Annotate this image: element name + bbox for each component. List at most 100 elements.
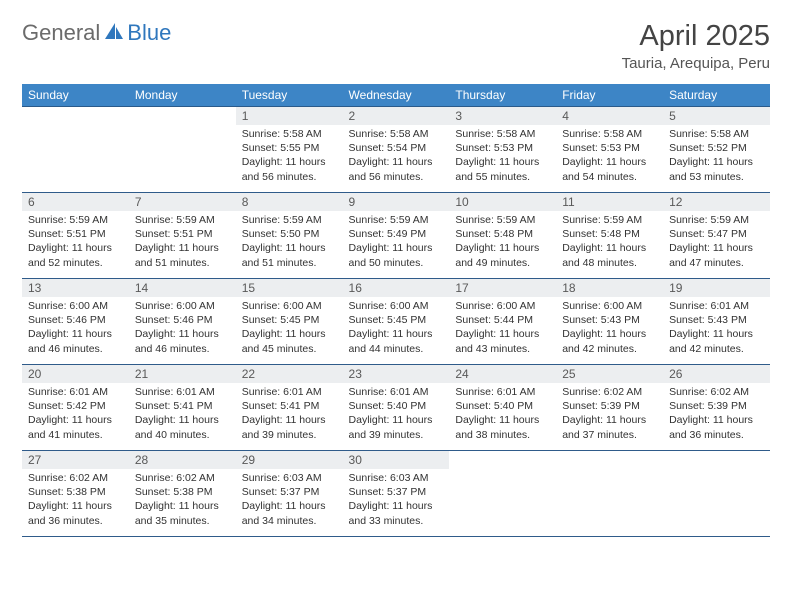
calendar-day-cell: 18Sunrise: 6:00 AMSunset: 5:43 PMDayligh… [556, 279, 663, 365]
day-details: Sunrise: 6:01 AMSunset: 5:40 PMDaylight:… [343, 383, 450, 446]
calendar-day-cell: 11Sunrise: 5:59 AMSunset: 5:48 PMDayligh… [556, 193, 663, 279]
day-details: Sunrise: 5:59 AMSunset: 5:48 PMDaylight:… [556, 211, 663, 274]
day-details: Sunrise: 6:03 AMSunset: 5:37 PMDaylight:… [343, 469, 450, 532]
day-details: Sunrise: 6:01 AMSunset: 5:43 PMDaylight:… [663, 297, 770, 360]
calendar-day-cell: 14Sunrise: 6:00 AMSunset: 5:46 PMDayligh… [129, 279, 236, 365]
day-number: 9 [343, 193, 450, 211]
day-number: 18 [556, 279, 663, 297]
day-details: Sunrise: 6:02 AMSunset: 5:39 PMDaylight:… [556, 383, 663, 446]
calendar-day-cell: 28Sunrise: 6:02 AMSunset: 5:38 PMDayligh… [129, 451, 236, 537]
day-details: Sunrise: 6:02 AMSunset: 5:38 PMDaylight:… [22, 469, 129, 532]
calendar-day-cell: 29Sunrise: 6:03 AMSunset: 5:37 PMDayligh… [236, 451, 343, 537]
day-details: Sunrise: 5:59 AMSunset: 5:50 PMDaylight:… [236, 211, 343, 274]
day-number: 25 [556, 365, 663, 383]
day-details: Sunrise: 5:58 AMSunset: 5:55 PMDaylight:… [236, 125, 343, 188]
calendar-day-cell: 1Sunrise: 5:58 AMSunset: 5:55 PMDaylight… [236, 107, 343, 193]
calendar-day-cell: 7Sunrise: 5:59 AMSunset: 5:51 PMDaylight… [129, 193, 236, 279]
calendar-week-row: ..1Sunrise: 5:58 AMSunset: 5:55 PMDaylig… [22, 107, 770, 193]
weekday-header: Tuesday [236, 84, 343, 107]
day-number: 10 [449, 193, 556, 211]
calendar-week-row: 20Sunrise: 6:01 AMSunset: 5:42 PMDayligh… [22, 365, 770, 451]
day-details: Sunrise: 6:00 AMSunset: 5:45 PMDaylight:… [343, 297, 450, 360]
calendar-day-cell: 20Sunrise: 6:01 AMSunset: 5:42 PMDayligh… [22, 365, 129, 451]
day-number: 8 [236, 193, 343, 211]
calendar-day-cell: 12Sunrise: 5:59 AMSunset: 5:47 PMDayligh… [663, 193, 770, 279]
calendar-table: SundayMondayTuesdayWednesdayThursdayFrid… [22, 84, 770, 537]
weekday-header: Monday [129, 84, 236, 107]
day-number: 20 [22, 365, 129, 383]
day-details: Sunrise: 6:00 AMSunset: 5:46 PMDaylight:… [22, 297, 129, 360]
day-number: 13 [22, 279, 129, 297]
calendar-week-row: 6Sunrise: 5:59 AMSunset: 5:51 PMDaylight… [22, 193, 770, 279]
day-details: Sunrise: 5:59 AMSunset: 5:49 PMDaylight:… [343, 211, 450, 274]
page-title: April 2025 [622, 20, 770, 53]
day-details: Sunrise: 5:58 AMSunset: 5:54 PMDaylight:… [343, 125, 450, 188]
day-number: 23 [343, 365, 450, 383]
calendar-day-cell: 3Sunrise: 5:58 AMSunset: 5:53 PMDaylight… [449, 107, 556, 193]
day-number: 16 [343, 279, 450, 297]
day-number: 26 [663, 365, 770, 383]
title-block: April 2025 Tauria, Arequipa, Peru [622, 20, 770, 72]
day-details: Sunrise: 6:02 AMSunset: 5:38 PMDaylight:… [129, 469, 236, 532]
calendar-day-cell: 6Sunrise: 5:59 AMSunset: 5:51 PMDaylight… [22, 193, 129, 279]
logo-text-blue: Blue [127, 20, 171, 46]
weekday-header-row: SundayMondayTuesdayWednesdayThursdayFrid… [22, 84, 770, 107]
day-details: Sunrise: 5:58 AMSunset: 5:52 PMDaylight:… [663, 125, 770, 188]
day-number: 12 [663, 193, 770, 211]
day-number: 29 [236, 451, 343, 469]
calendar-day-cell: . [129, 107, 236, 193]
calendar-day-cell: 2Sunrise: 5:58 AMSunset: 5:54 PMDaylight… [343, 107, 450, 193]
day-details: Sunrise: 5:59 AMSunset: 5:51 PMDaylight:… [129, 211, 236, 274]
calendar-day-cell: 22Sunrise: 6:01 AMSunset: 5:41 PMDayligh… [236, 365, 343, 451]
calendar-day-cell: 30Sunrise: 6:03 AMSunset: 5:37 PMDayligh… [343, 451, 450, 537]
day-details: Sunrise: 6:01 AMSunset: 5:40 PMDaylight:… [449, 383, 556, 446]
day-details: Sunrise: 5:59 AMSunset: 5:47 PMDaylight:… [663, 211, 770, 274]
day-number: 6 [22, 193, 129, 211]
calendar-day-cell: 27Sunrise: 6:02 AMSunset: 5:38 PMDayligh… [22, 451, 129, 537]
day-number: 21 [129, 365, 236, 383]
day-number: 14 [129, 279, 236, 297]
day-number: 22 [236, 365, 343, 383]
day-number: 17 [449, 279, 556, 297]
calendar-day-cell: 17Sunrise: 6:00 AMSunset: 5:44 PMDayligh… [449, 279, 556, 365]
weekday-header: Sunday [22, 84, 129, 107]
day-details: Sunrise: 5:58 AMSunset: 5:53 PMDaylight:… [449, 125, 556, 188]
logo-text-general: General [22, 20, 100, 46]
calendar-day-cell: . [663, 451, 770, 537]
calendar-day-cell: 25Sunrise: 6:02 AMSunset: 5:39 PMDayligh… [556, 365, 663, 451]
day-number: 3 [449, 107, 556, 125]
calendar-day-cell: 16Sunrise: 6:00 AMSunset: 5:45 PMDayligh… [343, 279, 450, 365]
day-details: Sunrise: 6:00 AMSunset: 5:46 PMDaylight:… [129, 297, 236, 360]
day-number: 1 [236, 107, 343, 125]
day-details: Sunrise: 6:02 AMSunset: 5:39 PMDaylight:… [663, 383, 770, 446]
day-details: Sunrise: 6:00 AMSunset: 5:44 PMDaylight:… [449, 297, 556, 360]
calendar-day-cell: 9Sunrise: 5:59 AMSunset: 5:49 PMDaylight… [343, 193, 450, 279]
calendar-day-cell: 5Sunrise: 5:58 AMSunset: 5:52 PMDaylight… [663, 107, 770, 193]
day-number: 28 [129, 451, 236, 469]
day-number: 4 [556, 107, 663, 125]
day-details: Sunrise: 6:03 AMSunset: 5:37 PMDaylight:… [236, 469, 343, 532]
calendar-day-cell: 8Sunrise: 5:59 AMSunset: 5:50 PMDaylight… [236, 193, 343, 279]
day-details: Sunrise: 5:59 AMSunset: 5:51 PMDaylight:… [22, 211, 129, 274]
day-number: 24 [449, 365, 556, 383]
day-details: Sunrise: 6:01 AMSunset: 5:42 PMDaylight:… [22, 383, 129, 446]
header: General Blue April 2025 Tauria, Arequipa… [22, 20, 770, 72]
calendar-day-cell: 24Sunrise: 6:01 AMSunset: 5:40 PMDayligh… [449, 365, 556, 451]
calendar-day-cell: 21Sunrise: 6:01 AMSunset: 5:41 PMDayligh… [129, 365, 236, 451]
logo-sail-icon [103, 21, 125, 46]
day-details: Sunrise: 6:01 AMSunset: 5:41 PMDaylight:… [129, 383, 236, 446]
day-details: Sunrise: 6:00 AMSunset: 5:45 PMDaylight:… [236, 297, 343, 360]
calendar-week-row: 27Sunrise: 6:02 AMSunset: 5:38 PMDayligh… [22, 451, 770, 537]
weekday-header: Friday [556, 84, 663, 107]
calendar-day-cell: 26Sunrise: 6:02 AMSunset: 5:39 PMDayligh… [663, 365, 770, 451]
calendar-day-cell: . [22, 107, 129, 193]
calendar-week-row: 13Sunrise: 6:00 AMSunset: 5:46 PMDayligh… [22, 279, 770, 365]
day-details: Sunrise: 6:00 AMSunset: 5:43 PMDaylight:… [556, 297, 663, 360]
day-number: 7 [129, 193, 236, 211]
calendar-day-cell: 13Sunrise: 6:00 AMSunset: 5:46 PMDayligh… [22, 279, 129, 365]
calendar-day-cell: 23Sunrise: 6:01 AMSunset: 5:40 PMDayligh… [343, 365, 450, 451]
day-number: 15 [236, 279, 343, 297]
day-number: 5 [663, 107, 770, 125]
calendar-day-cell: 19Sunrise: 6:01 AMSunset: 5:43 PMDayligh… [663, 279, 770, 365]
day-number: 27 [22, 451, 129, 469]
